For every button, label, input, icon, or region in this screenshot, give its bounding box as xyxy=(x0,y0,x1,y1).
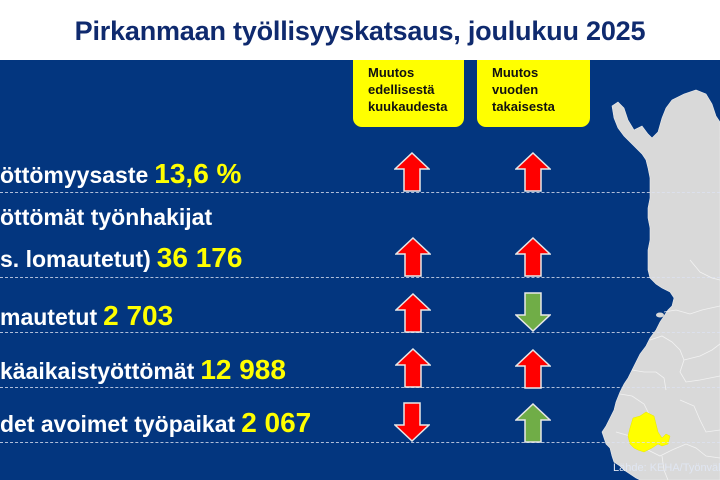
metric-label: öttömyysaste xyxy=(0,162,149,188)
row-divider xyxy=(0,332,720,333)
arrow-down-icon xyxy=(394,402,430,442)
finland-shape xyxy=(601,89,720,480)
page-title: Pirkanmaan työllisyyskatsaus, joulukuu 2… xyxy=(74,15,646,46)
metric-label: mautetut xyxy=(0,304,98,330)
column-header-line: Muutos xyxy=(492,65,539,80)
metric-value: 36 176 xyxy=(156,242,243,273)
column-header-line: kuukaudesta xyxy=(368,99,448,114)
finland-map xyxy=(601,89,720,480)
metric-value: 13,6 % xyxy=(154,158,242,189)
column-header-month-change: Muutos edellisestä kuukaudesta xyxy=(353,60,464,127)
metric-value: 12 988 xyxy=(200,354,286,385)
arrow-down-icon xyxy=(515,292,551,332)
column-header-line: takaisesta xyxy=(492,99,555,114)
column-header-line: edellisestä xyxy=(368,82,435,97)
arrow-up-icon xyxy=(515,237,551,277)
source-note: Lähde: KEHA/Työnväl xyxy=(613,462,720,474)
arrow-up-icon xyxy=(395,237,431,277)
island xyxy=(656,312,664,318)
content-panel: Muutos edellisestä kuukaudesta Muutos vu… xyxy=(0,60,720,480)
column-header-line: Muutos xyxy=(368,65,415,80)
metric-row-open-vacancies: det avoimet työpaikat 2 067 xyxy=(0,407,311,439)
metric-label: s. lomautetut) xyxy=(0,246,151,272)
row-divider xyxy=(0,192,720,193)
row-divider xyxy=(0,387,720,388)
arrow-up-icon xyxy=(395,348,431,388)
metric-value: 2 067 xyxy=(241,407,312,438)
arrow-up-icon xyxy=(394,152,430,192)
arrow-up-icon xyxy=(515,349,551,389)
metric-label: det avoimet työpaikat xyxy=(0,411,236,437)
column-header-line: vuoden xyxy=(492,82,539,97)
arrow-up-icon xyxy=(515,403,551,443)
metric-row-unemployment-rate: öttömyysaste 13,6 % xyxy=(0,158,241,190)
arrow-up-icon xyxy=(395,293,431,333)
metric-value: 2 703 xyxy=(103,300,174,331)
metric-label: öttömät työnhakijat xyxy=(0,204,213,230)
metric-row-unemployed-jobseekers: s. lomautetut) 36 176 xyxy=(0,242,242,274)
arrow-up-icon xyxy=(515,152,551,192)
metric-label: käaikaistyöttömät xyxy=(0,358,195,384)
metric-row-jobseekers-label-line1: öttömät työnhakijat xyxy=(0,204,212,231)
column-header-year-change: Muutos vuoden takaisesta xyxy=(477,60,590,127)
row-divider xyxy=(0,277,720,278)
metric-row-long-term-unemployed: käaikaistyöttömät 12 988 xyxy=(0,354,286,386)
metric-row-laid-off: mautetut 2 703 xyxy=(0,300,173,332)
row-divider xyxy=(0,442,720,443)
